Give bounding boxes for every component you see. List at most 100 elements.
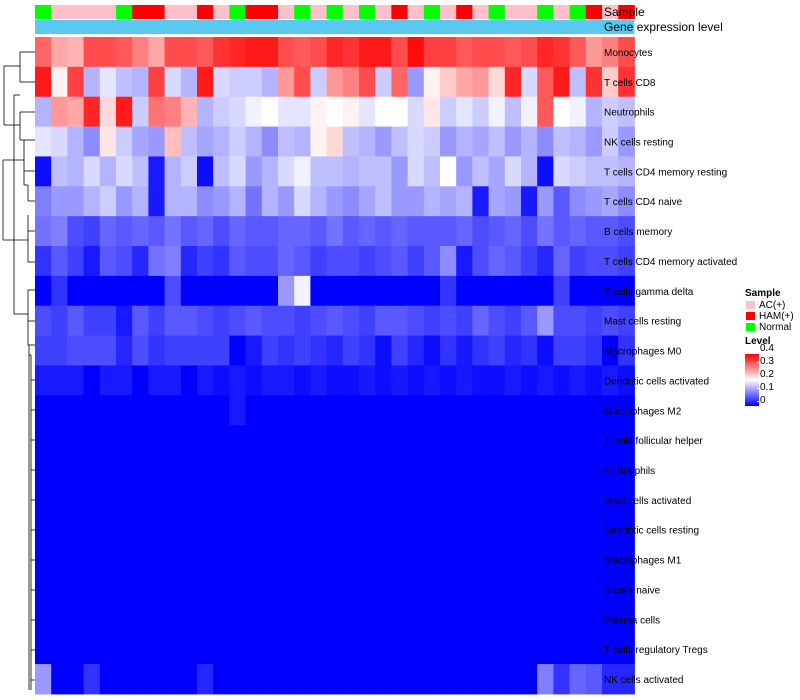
heatmap-cell	[342, 305, 360, 337]
heatmap-cell	[164, 156, 182, 187]
heatmap-cell	[521, 156, 538, 187]
heatmap-cell	[521, 66, 538, 98]
heatmap-cell	[602, 365, 619, 396]
heatmap-cell	[521, 96, 538, 128]
heatmap-cell	[99, 604, 117, 635]
heatmap-cell	[116, 634, 133, 665]
heatmap-cell	[245, 365, 263, 396]
heatmap-cell	[391, 335, 409, 366]
heatmap-cell	[537, 246, 554, 277]
heatmap-cell	[99, 246, 117, 277]
heatmap-cell	[553, 66, 571, 98]
legend-label-ham: HAM(+)	[759, 311, 794, 322]
heatmap-cell	[602, 335, 619, 366]
heatmap-cell	[99, 335, 117, 366]
heatmap-cell	[278, 246, 295, 277]
heatmap-cell	[456, 246, 473, 277]
heatmap-cell	[569, 335, 587, 366]
heatmap-cell	[164, 425, 182, 456]
heatmap-cell	[164, 544, 182, 575]
sample-annotation-cell	[553, 5, 571, 19]
row-label: Mast cells resting	[604, 317, 681, 328]
heatmap-cell	[180, 514, 198, 546]
heatmap-cell	[602, 37, 619, 68]
heatmap-cell	[67, 335, 85, 366]
heatmap-cell	[164, 186, 182, 217]
heatmap-cell	[342, 275, 360, 307]
heatmap-cell	[521, 37, 538, 68]
heatmap-cell	[51, 126, 68, 157]
heatmap-cell	[585, 574, 603, 605]
heatmap-cell	[278, 216, 295, 247]
heatmap-cell	[375, 484, 392, 516]
heatmap-cell	[521, 604, 538, 635]
heatmap-cell	[585, 395, 603, 426]
heatmap-cell	[51, 216, 68, 247]
heatmap-cell	[488, 574, 506, 605]
heatmap-cell	[537, 365, 554, 396]
heatmap-cell	[148, 216, 166, 247]
heatmap-cell	[197, 275, 214, 307]
heatmap-cell	[148, 455, 166, 486]
heatmap-cell	[423, 246, 441, 277]
heatmap-cell	[83, 305, 101, 337]
heatmap-cell	[618, 186, 635, 217]
heatmap-cell	[245, 335, 263, 366]
heatmap-cell	[51, 664, 68, 695]
heatmap-cell	[407, 216, 425, 247]
heatmap-cell	[569, 604, 587, 635]
heatmap-cell	[602, 604, 619, 635]
heatmap-cell	[456, 455, 473, 486]
heatmap-cell	[553, 365, 571, 396]
heatmap-cell	[229, 335, 247, 366]
heatmap-cell	[51, 395, 68, 426]
heatmap-cell	[504, 96, 522, 128]
heatmap-cell	[472, 335, 490, 366]
heatmap-cell	[602, 484, 619, 516]
heatmap-cell	[342, 37, 360, 68]
heatmap-cell	[521, 455, 538, 486]
heatmap-cell	[569, 66, 587, 98]
heatmap-cell	[407, 156, 425, 187]
heatmap-cell	[423, 305, 441, 337]
heatmap-cell	[35, 455, 52, 486]
heatmap-cell	[99, 365, 117, 396]
heatmap-cell	[245, 96, 263, 128]
heatmap-cell	[148, 544, 166, 575]
heatmap-cell	[83, 96, 101, 128]
heatmap-cell	[423, 455, 441, 486]
heatmap-cell	[602, 186, 619, 217]
heatmap-cell	[391, 574, 409, 605]
heatmap-cell	[553, 484, 571, 516]
heatmap-cell	[359, 156, 376, 187]
heatmap-cell	[553, 604, 571, 635]
heatmap-cell	[99, 156, 117, 187]
heatmap-cell	[310, 544, 328, 575]
heatmap-cell	[423, 96, 441, 128]
heatmap-cell	[407, 395, 425, 426]
heatmap-cell	[407, 484, 425, 516]
heatmap-cell	[67, 216, 85, 247]
heatmap-cell	[245, 66, 263, 98]
heatmap-cell	[488, 246, 506, 277]
heatmap-cell	[229, 216, 247, 247]
heatmap-cell	[148, 186, 166, 217]
heatmap-cell	[342, 96, 360, 128]
heatmap-cell	[116, 425, 133, 456]
heatmap-cell	[213, 514, 230, 546]
heatmap-cell	[602, 66, 619, 98]
heatmap-cell	[407, 365, 425, 396]
heatmap-cell	[391, 514, 409, 546]
heatmap-cell	[213, 37, 230, 68]
heatmap-cell	[585, 246, 603, 277]
heatmap-cell	[456, 156, 473, 187]
row-label: Macrophages M1	[604, 556, 682, 567]
heatmap-cell	[197, 66, 214, 98]
heatmap-cell	[261, 246, 279, 277]
heatmap-cell	[488, 216, 506, 247]
heatmap-cell	[180, 216, 198, 247]
heatmap-cell	[375, 425, 392, 456]
heatmap-cell	[310, 484, 328, 516]
heatmap-cell	[342, 574, 360, 605]
heatmap-cell	[537, 66, 554, 98]
